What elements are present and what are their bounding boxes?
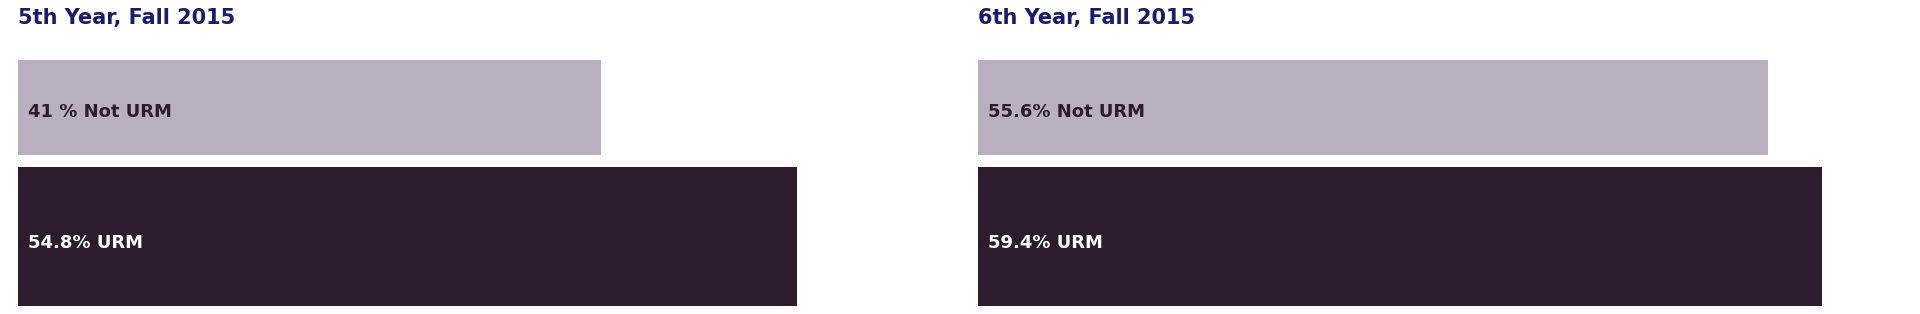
- Text: 54.8% URM: 54.8% URM: [29, 235, 142, 252]
- Text: 55.6% Not URM: 55.6% Not URM: [989, 103, 1144, 121]
- Text: 41 % Not URM: 41 % Not URM: [29, 103, 173, 121]
- Bar: [977, 167, 1822, 306]
- Bar: [977, 60, 1768, 155]
- Text: 5th Year, Fall 2015: 5th Year, Fall 2015: [17, 8, 236, 28]
- Bar: [17, 167, 797, 306]
- Bar: [17, 60, 601, 155]
- Text: 6th Year, Fall 2015: 6th Year, Fall 2015: [977, 8, 1194, 28]
- Text: 59.4% URM: 59.4% URM: [989, 235, 1102, 252]
